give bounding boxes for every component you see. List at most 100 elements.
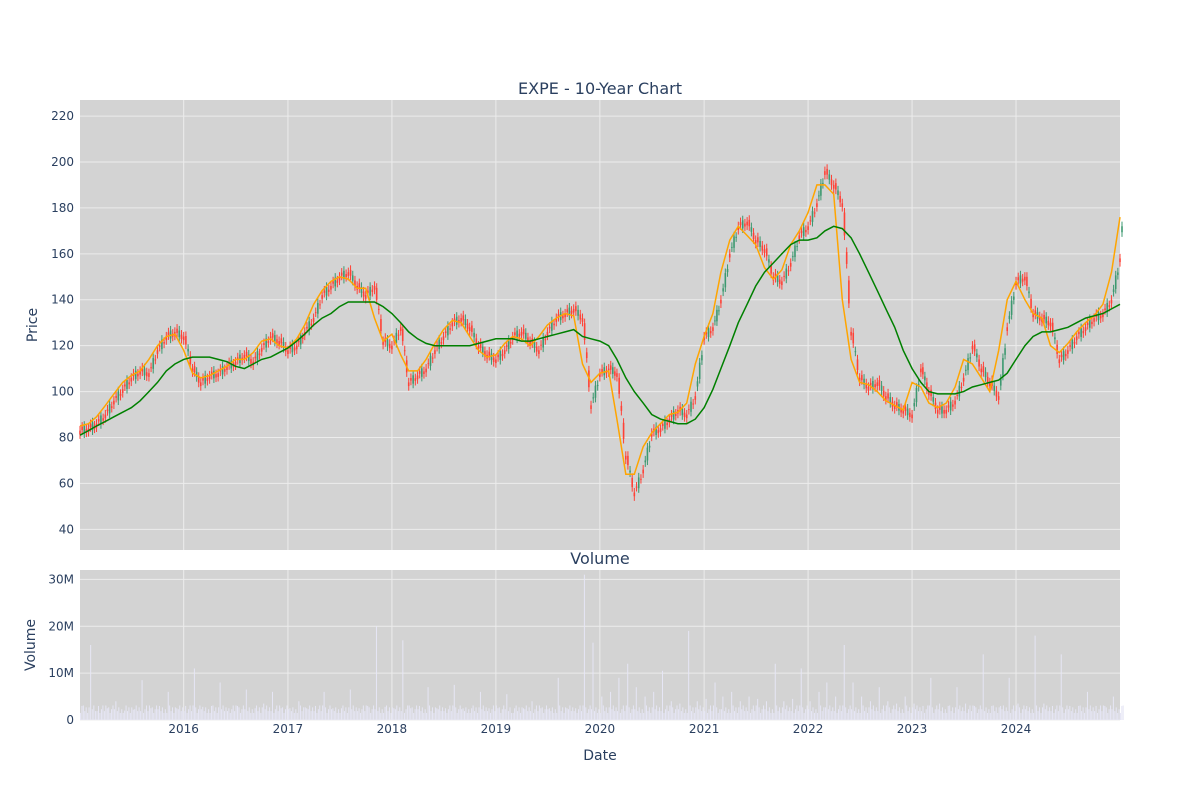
volume-bar: [994, 711, 996, 720]
volume-bar: [691, 711, 693, 720]
volume-bar: [413, 712, 415, 720]
volume-bar: [705, 698, 707, 720]
candle-body: [421, 368, 423, 377]
candle-body: [295, 345, 298, 350]
candle-body: [362, 291, 365, 297]
volume-bar: [222, 705, 224, 720]
candle-body: [939, 406, 941, 410]
volume-bar: [842, 705, 844, 720]
volume-bar: [1051, 705, 1053, 720]
volume-bar: [934, 709, 936, 720]
candle-body: [1099, 315, 1102, 319]
volume-bar: [930, 677, 932, 720]
volume-bar: [306, 708, 308, 720]
volume-bar: [1004, 711, 1006, 720]
candle-body: [145, 372, 148, 377]
candle-body: [965, 369, 967, 371]
candle-body: [765, 248, 768, 257]
volume-bar: [968, 709, 970, 720]
candle-body: [943, 409, 945, 414]
candle-body: [945, 409, 948, 414]
volume-bar: [719, 709, 721, 720]
volume-bar: [1066, 705, 1068, 720]
candle-body: [202, 378, 204, 381]
volume-bar: [166, 712, 168, 720]
volume-bar: [589, 705, 591, 720]
volume-bar: [784, 709, 786, 720]
volume-bar: [416, 705, 418, 720]
volume-bar: [710, 705, 712, 720]
volume-bar: [723, 711, 725, 720]
volume-bar: [712, 705, 714, 720]
candle-body: [705, 331, 708, 335]
volume-bar: [581, 711, 583, 720]
candle-body: [256, 351, 259, 361]
volume-bar: [1091, 711, 1093, 720]
volume-bar: [654, 709, 656, 720]
volume-bar: [607, 712, 609, 720]
volume-bar: [975, 707, 977, 720]
candle-body: [1078, 331, 1080, 335]
volume-bar: [553, 712, 555, 720]
candle-body: [616, 373, 618, 377]
volume-bar: [768, 707, 770, 720]
volume-bar: [761, 709, 763, 720]
candle-body: [106, 409, 109, 412]
candle-body: [1064, 353, 1067, 357]
candle-body: [1015, 281, 1017, 286]
volume-bar: [1059, 705, 1061, 720]
volume-bar: [358, 708, 360, 720]
volume-bar: [556, 712, 558, 720]
volume-bar: [592, 642, 594, 720]
candle-body: [622, 422, 625, 439]
volume-bar: [573, 711, 575, 720]
volume-bar: [830, 711, 832, 720]
candle-body: [696, 381, 699, 387]
candle-body: [878, 380, 881, 386]
volume-bar: [91, 709, 93, 720]
volume-bar: [698, 709, 700, 720]
candle-body: [839, 195, 841, 203]
volume-bar: [475, 707, 477, 720]
candle-body: [340, 272, 343, 276]
candle-body: [882, 390, 885, 397]
volume-bar: [984, 711, 986, 720]
volume-bar: [494, 711, 496, 720]
candle-body: [495, 359, 497, 364]
volume-bar: [583, 574, 585, 720]
volume-bar: [103, 711, 105, 720]
candle-body: [1117, 272, 1119, 275]
candle-body: [843, 212, 846, 236]
candle-body: [169, 330, 172, 339]
volume-bar: [84, 711, 86, 720]
volume-bar: [969, 705, 971, 720]
volume-bar: [442, 707, 444, 720]
candle-body: [952, 404, 954, 407]
volume-y-tick-label: 20M: [48, 619, 74, 633]
volume-bar: [279, 705, 281, 720]
candle-body: [516, 330, 518, 339]
candle-body: [364, 295, 367, 299]
volume-bar: [1046, 705, 1048, 720]
volume-bar: [310, 711, 312, 720]
volume-bar: [102, 705, 104, 720]
volume-bar: [1057, 711, 1059, 720]
volume-bar: [336, 712, 338, 720]
candle-body: [644, 460, 647, 463]
candle-body: [690, 401, 692, 412]
candle-body: [97, 419, 100, 422]
volume-bar: [280, 708, 282, 720]
volume-bar: [792, 698, 794, 720]
volume-bar: [339, 712, 341, 720]
volume-bar: [728, 709, 730, 720]
candle-body: [869, 382, 872, 386]
candle-body: [785, 268, 788, 279]
volume-bar: [1118, 709, 1120, 720]
candle-body: [176, 328, 178, 334]
volume-bar: [251, 709, 253, 720]
candle-body: [694, 396, 697, 400]
volume-bar: [524, 709, 526, 720]
volume-chart-title: Volume: [570, 549, 630, 568]
volume-bar: [211, 705, 213, 720]
volume-bar: [1007, 711, 1009, 720]
